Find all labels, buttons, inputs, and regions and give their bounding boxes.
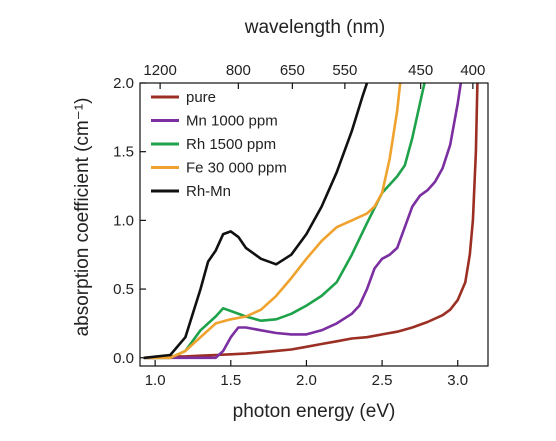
legend-label: Mn 1000 ppm <box>186 113 278 130</box>
y-tick-label: 0.0 <box>113 350 134 367</box>
legend-label: pure <box>186 89 216 106</box>
series-line-pure <box>143 83 479 360</box>
top-tick-label: 450 <box>408 62 433 79</box>
y-tick-label: 1.5 <box>113 144 134 161</box>
x-tick-label: 1.5 <box>220 372 241 389</box>
series-layer <box>143 83 479 360</box>
legend: pure Mn 1000 ppm Rh 1500 ppm Fe 30 000 ppm R… <box>151 89 287 200</box>
series-line-mn-1000-ppm <box>143 83 463 360</box>
legend-label: Fe 30 000 ppm <box>186 160 287 177</box>
legend-label: Rh-Mn <box>186 183 231 200</box>
series-line-rh-mn <box>143 83 369 360</box>
legend-label: Rh 1500 ppm <box>186 136 276 153</box>
x-tick-label: 2.0 <box>296 372 317 389</box>
series-line-fe-30-000-ppm <box>143 83 402 360</box>
y-tick-label: 2.0 <box>113 75 134 92</box>
plot-frame <box>139 82 489 367</box>
top-tick-label: 800 <box>226 62 251 79</box>
top-tick-label: 400 <box>460 62 485 79</box>
x-tick-label: 1.0 <box>145 372 166 389</box>
y-tick-label: 0.5 <box>113 281 134 298</box>
x-axis-title: photon energy (eV) <box>233 401 396 422</box>
ticks-layer: 1.0 1.5 2.0 2.5 3.0 0.0 0.5 1.0 1.5 2.0 1200 800 650… <box>113 62 485 389</box>
top-axis-title: wavelength (nm) <box>244 17 385 38</box>
top-tick-label: 650 <box>280 62 305 79</box>
series-line-rh-1500-ppm <box>143 83 426 360</box>
y-axis-title: absorption coefficient (cm⁻¹) <box>72 98 93 337</box>
x-tick-label: 3.0 <box>447 372 468 389</box>
top-tick-label: 1200 <box>143 62 176 79</box>
y-tick-label: 1.0 <box>113 212 134 229</box>
x-tick-label: 2.5 <box>372 372 393 389</box>
top-tick-label: 550 <box>332 62 357 79</box>
